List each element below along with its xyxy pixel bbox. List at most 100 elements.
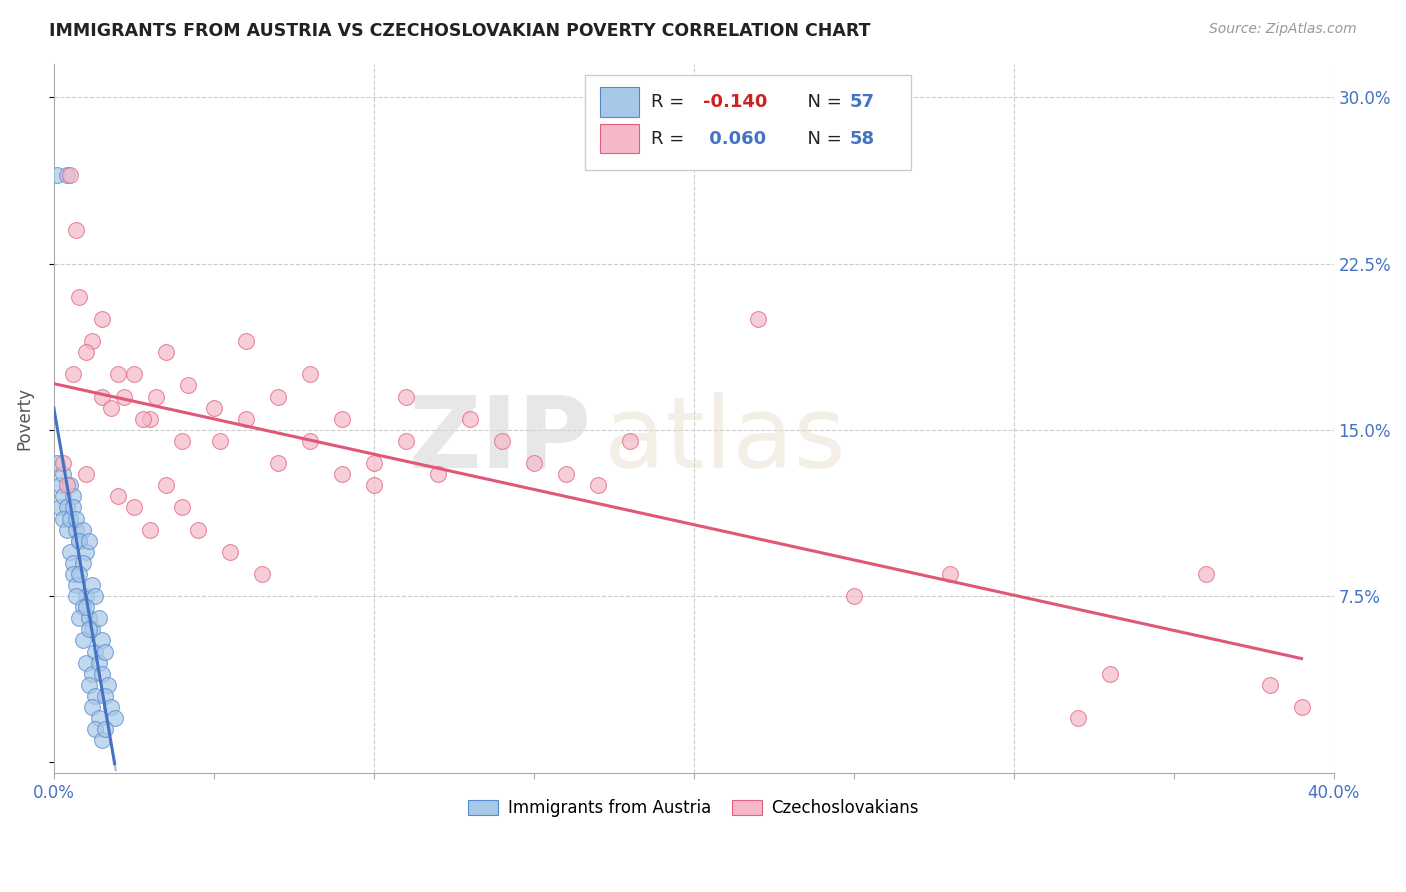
Point [75,589,97,603]
Text: IMMIGRANTS FROM AUSTRIA VS CZECHOSLOVAKIAN POVERTY CORRELATION CHART: IMMIGRANTS FROM AUSTRIA VS CZECHOSLOVAKI… [49,22,870,40]
Point [94,644,117,658]
Point [62,556,84,570]
Point [1098,666,1121,681]
Text: R =: R = [651,129,690,147]
Point [62,368,84,382]
Point [55,168,77,182]
Point [122,500,145,515]
Point [49,478,72,492]
Point [87,656,110,670]
Point [235,411,257,425]
Text: R =: R = [651,93,690,111]
Point [77,611,100,625]
Point [139,411,162,425]
Point [554,467,576,482]
Point [77,678,100,692]
Point [82,700,104,714]
Point [100,401,122,415]
Point [122,368,145,382]
Point [491,434,513,448]
Point [267,390,290,404]
Point [170,434,193,448]
Point [75,545,97,559]
Point [747,312,769,326]
Text: 0.060: 0.060 [703,129,766,147]
Point [62,566,84,581]
Point [97,678,120,692]
Point [458,411,481,425]
Point [65,223,87,237]
Point [82,666,104,681]
Point [1258,678,1281,692]
Text: Source: ZipAtlas.com: Source: ZipAtlas.com [1209,22,1357,37]
Point [75,600,97,615]
Point [67,290,90,304]
Point [84,589,107,603]
Point [52,489,75,503]
Point [65,578,87,592]
Point [90,666,112,681]
Point [235,334,257,348]
Point [72,600,94,615]
Point [586,478,609,492]
Point [1194,566,1216,581]
Point [363,478,385,492]
Point [59,545,82,559]
Point [112,390,135,404]
Point [395,434,418,448]
Point [77,533,100,548]
Point [75,656,97,670]
Point [55,478,77,492]
Point [87,611,110,625]
Text: -0.140: -0.140 [703,93,768,111]
Point [62,489,84,503]
Point [46,456,69,470]
Point [395,390,418,404]
Point [67,533,90,548]
Point [52,511,75,525]
Point [107,489,129,503]
Point [90,633,112,648]
Point [842,589,865,603]
Point [84,644,107,658]
Point [1066,711,1088,725]
Point [90,312,112,326]
Point [84,722,107,736]
Point [218,545,240,559]
Point [94,689,117,703]
Point [132,411,155,425]
Point [104,711,127,725]
Point [139,523,162,537]
Point [426,467,449,482]
Point [52,456,75,470]
Point [72,633,94,648]
Point [523,456,546,470]
Point [202,401,225,415]
Point [65,589,87,603]
Point [187,523,209,537]
Point [267,456,290,470]
Point [82,578,104,592]
Point [46,168,69,182]
Point [65,511,87,525]
Point [209,434,232,448]
Point [177,378,200,392]
Point [62,500,84,515]
Point [84,689,107,703]
Point [72,556,94,570]
FancyBboxPatch shape [600,87,638,117]
Point [363,456,385,470]
Text: N =: N = [796,129,848,147]
Point [75,345,97,359]
FancyBboxPatch shape [600,124,638,153]
Point [55,523,77,537]
Point [298,434,321,448]
Text: 58: 58 [849,129,875,147]
Point [938,566,960,581]
Text: ZIP: ZIP [408,392,592,489]
Point [72,523,94,537]
Point [49,500,72,515]
Point [67,566,90,581]
Point [155,478,177,492]
Point [67,611,90,625]
